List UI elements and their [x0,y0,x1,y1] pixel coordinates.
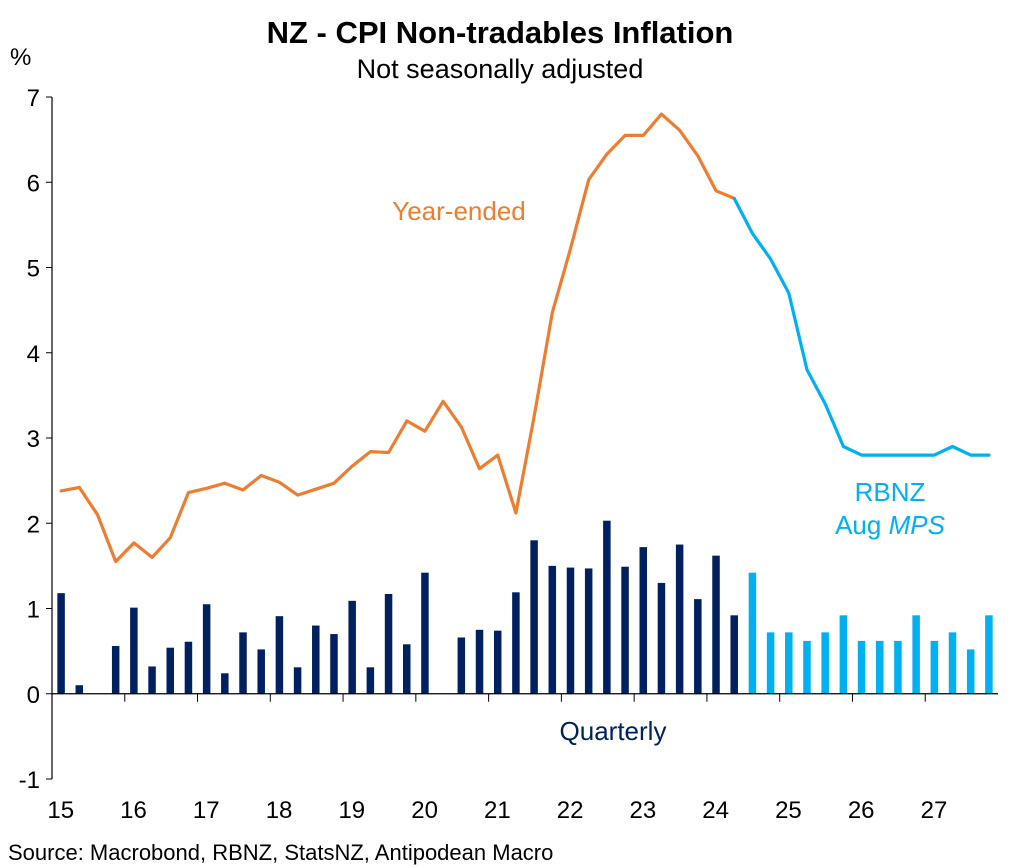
y-tick-label: 4 [27,341,40,368]
quarterly-bar [785,632,793,694]
y-tick-label: 1 [27,597,40,624]
chart-title: NZ - CPI Non-tradables Inflation [267,15,734,50]
quarterly-bar [657,582,666,694]
quarterly-bar [166,647,174,694]
y-axis-ticks: -1 0 1 2 3 4 5 6 7 [19,85,52,794]
quarterly-bar [148,666,156,694]
quarterly-bar [75,685,84,694]
quarterly-bar [457,637,466,694]
quarterly-bar [566,567,575,694]
quarterly-bar [530,540,538,694]
quarterly-bar [876,640,884,694]
x-tick-label: 27 [921,797,948,824]
quarterly-label: Quarterly [560,716,667,746]
quarterly-bar [421,572,429,694]
year-ended-line [59,112,736,564]
quarterly-bar [239,632,247,694]
x-tick-label: 23 [630,797,657,824]
x-tick-label: 17 [193,797,220,824]
quarterly-bar [930,640,939,694]
forecast-line [732,196,991,457]
quarterly-bar [275,616,284,694]
y-tick-label: 6 [27,170,40,197]
quarterly-bar [202,604,211,694]
chart-subtitle: Not seasonally adjusted [357,54,644,84]
quarterly-bar [548,565,557,694]
axes [51,97,998,779]
y-axis-unit: % [10,44,31,71]
quarterly-bar [475,629,484,694]
y-tick-label: 3 [27,426,40,453]
forecast-label-prefix: Aug [835,510,889,540]
year-ended-lines [59,112,991,564]
quarterly-bar [312,625,320,694]
quarterly-bar [857,640,866,694]
x-tick-label: 25 [775,797,802,824]
forecast-label-italic: MPS [889,510,946,540]
quarterly-bar [512,592,520,694]
quarterly-bar [821,632,829,694]
x-tick-label: 26 [848,797,875,824]
quarterly-bar [384,594,393,694]
quarterly-bar [639,547,647,694]
quarterly-bar [766,632,775,694]
y-tick-label: 2 [27,511,40,538]
y-tick-label: 5 [27,256,40,283]
x-tick-label: 22 [557,797,584,824]
quarterly-bar [603,520,611,694]
quarterly-bar [730,615,738,694]
x-tick-label: 24 [702,797,729,824]
quarterly-bar [221,673,229,694]
quarterly-bar [493,630,502,694]
x-tick-label: 15 [47,797,74,824]
quarterly-bar [712,555,720,694]
quarterly-bar [675,544,684,694]
quarterly-bar [111,646,120,694]
x-tick-label: 16 [120,797,147,824]
quarterly-bar [803,640,811,694]
year-ended-label: Year-ended [392,196,526,226]
quarterly-bar [621,566,629,694]
x-tick-label: 19 [338,797,365,824]
quarterly-bar [403,644,411,694]
quarterly-bars [57,520,993,694]
quarterly-bar [748,572,757,694]
x-tick-label: 21 [484,797,511,824]
forecast-label-line1: RBNZ [855,477,926,507]
quarterly-bar [330,634,338,694]
quarterly-bar [894,640,902,694]
quarterly-bar [293,667,302,694]
y-tick-label: -1 [19,767,40,794]
x-tick-label: 18 [266,797,293,824]
source-note: Source: Macrobond, RBNZ, StatsNZ, Antipo… [8,840,553,865]
quarterly-bar [584,568,593,694]
quarterly-bar [839,615,848,694]
x-axis-ticks: 15 16 17 18 19 20 21 22 23 24 25 26 27 [47,693,948,824]
quarterly-bar [694,599,702,694]
quarterly-bar [57,593,65,694]
quarterly-bar [948,632,957,694]
quarterly-bar [348,600,356,694]
quarterly-bar [257,649,265,694]
quarterly-bar [985,615,993,694]
quarterly-bar [912,615,920,694]
quarterly-bar [130,607,138,694]
quarterly-bar [966,649,975,694]
quarterly-bar [184,641,193,694]
y-tick-label: 0 [27,682,40,709]
y-tick-label: 7 [27,85,40,112]
quarterly-bar [366,667,375,694]
x-tick-label: 20 [411,797,438,824]
forecast-label-line2: Aug MPS [835,510,946,540]
